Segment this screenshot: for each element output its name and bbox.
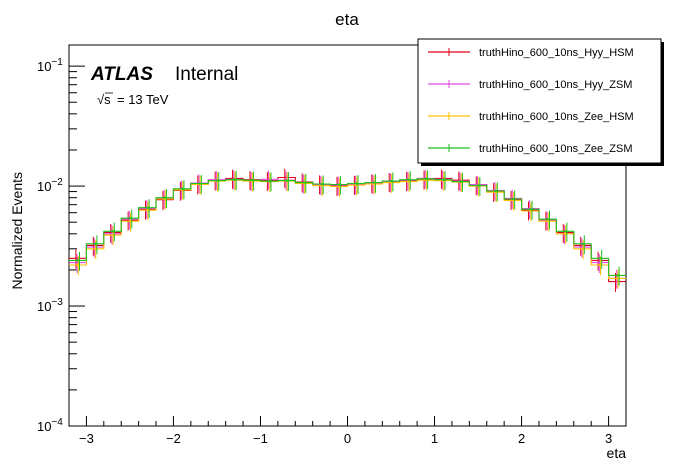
atlas-label: ATLAS bbox=[90, 64, 153, 85]
data-point bbox=[302, 181, 306, 184]
y-axis-label: Normalized Events bbox=[9, 172, 25, 290]
y-tick-label: 10−4 bbox=[37, 417, 63, 434]
data-point bbox=[285, 179, 288, 182]
data-point bbox=[111, 230, 114, 233]
data-point bbox=[372, 181, 375, 184]
data-point bbox=[424, 177, 428, 181]
data-point bbox=[581, 247, 584, 251]
series-2 bbox=[69, 171, 626, 289]
data-point bbox=[76, 259, 79, 262]
data-point bbox=[476, 184, 480, 187]
data-point bbox=[320, 182, 323, 186]
x-tick-label: −3 bbox=[79, 431, 94, 446]
energy-value-label: = 13 TeV bbox=[117, 92, 169, 107]
data-point bbox=[337, 185, 340, 188]
legend: truthHino_600_10ns_Hyy_HSM truthHino_600_… bbox=[417, 38, 664, 166]
x-tick-label: 0 bbox=[344, 431, 351, 446]
energy-root-label: √s bbox=[97, 92, 111, 107]
x-axis-label: eta bbox=[607, 445, 627, 461]
data-point bbox=[581, 242, 584, 246]
legend-label: truthHino_600_10ns_Hyy_ZSM bbox=[479, 79, 632, 91]
data-point bbox=[128, 216, 132, 220]
data-point bbox=[529, 209, 532, 213]
chart-title: eta bbox=[335, 10, 359, 29]
data-point bbox=[563, 232, 567, 236]
data-point bbox=[163, 196, 166, 199]
data-point bbox=[250, 178, 253, 182]
y-tick-label: 10−2 bbox=[37, 177, 63, 194]
data-point bbox=[546, 217, 549, 221]
data-point bbox=[337, 183, 340, 186]
data-point bbox=[389, 179, 393, 183]
data-point bbox=[146, 206, 149, 209]
series-line bbox=[69, 179, 626, 279]
data-point bbox=[93, 242, 97, 246]
y-axis-ticks: 10−4 10−3 10−2 10−1 bbox=[37, 57, 85, 434]
data-point bbox=[529, 208, 532, 211]
data-point bbox=[180, 187, 184, 190]
data-point bbox=[511, 197, 515, 201]
data-point bbox=[598, 257, 602, 260]
data-point bbox=[233, 178, 236, 181]
data-point bbox=[563, 230, 567, 233]
data-point bbox=[494, 189, 497, 193]
series-line bbox=[69, 177, 626, 279]
series-0 bbox=[69, 168, 626, 292]
data-point bbox=[616, 277, 619, 280]
data-point bbox=[146, 208, 149, 212]
series-line bbox=[69, 178, 626, 276]
x-axis-ticks: −3 −2 −1 0 1 2 3 bbox=[68, 416, 627, 446]
internal-label: Internal bbox=[175, 64, 238, 85]
data-point bbox=[407, 178, 410, 181]
data-point bbox=[93, 247, 97, 251]
data-point bbox=[267, 179, 271, 183]
legend-label: truthHino_600_10ns_Zee_HSM bbox=[479, 111, 634, 123]
data-point bbox=[128, 219, 132, 223]
data-point bbox=[76, 263, 79, 267]
data-point bbox=[459, 180, 462, 183]
series-line bbox=[69, 176, 626, 283]
x-tick-label: 3 bbox=[605, 431, 612, 446]
data-point bbox=[407, 180, 410, 183]
x-tick-label: 1 bbox=[431, 431, 438, 446]
series-3 bbox=[69, 170, 626, 286]
legend-label: truthHino_600_10ns_Zee_ZSM bbox=[479, 143, 632, 155]
data-point bbox=[215, 179, 219, 182]
legend-box bbox=[417, 38, 662, 164]
data-point bbox=[198, 182, 201, 185]
x-tick-label: 2 bbox=[518, 431, 525, 446]
y-tick-label: 10−3 bbox=[37, 297, 63, 314]
x-tick-label: −2 bbox=[166, 431, 181, 446]
y-tick-label: 10−1 bbox=[37, 57, 63, 74]
data-point bbox=[355, 182, 358, 185]
data-point bbox=[616, 274, 619, 277]
x-tick-label: −1 bbox=[253, 431, 268, 446]
series-1 bbox=[69, 169, 626, 289]
data-point bbox=[111, 233, 114, 237]
data-point bbox=[546, 219, 549, 223]
data-point bbox=[598, 263, 602, 267]
legend-label: truthHino_600_10ns_Hyy_HSM bbox=[479, 47, 634, 59]
series-layer bbox=[69, 168, 626, 292]
data-point bbox=[442, 178, 445, 181]
